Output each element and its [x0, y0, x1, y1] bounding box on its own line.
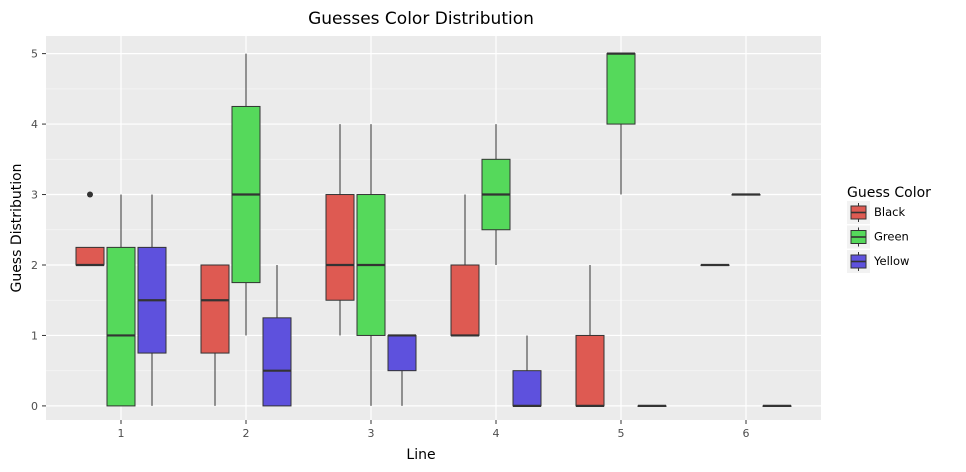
chart-title: Guesses Color Distribution [308, 9, 534, 29]
box-green-line-2 [231, 53, 261, 336]
box-black-line-1 [75, 191, 105, 267]
legend-key-green: Green [847, 225, 909, 249]
box-yellow-line-4 [512, 335, 542, 408]
y-tick-label: 5 [31, 48, 38, 61]
y-tick-label: 2 [31, 259, 38, 272]
y-axis-title: Guess Distribution [9, 163, 25, 292]
y-axis: 0 1 2 3 4 5 [31, 48, 46, 413]
box-black-line-5 [575, 264, 605, 408]
box-yellow-line-5 [637, 404, 667, 408]
y-tick-label: 0 [31, 400, 38, 413]
legend-label-green: Green [874, 230, 909, 244]
x-tick-label: 4 [493, 427, 500, 440]
box-yellow-line-6 [762, 404, 792, 408]
box-body [325, 194, 355, 301]
box-body [262, 317, 292, 407]
y-tick-label: 4 [31, 118, 38, 131]
box-yellow-line-3 [387, 334, 417, 406]
legend-label-yellow: Yellow [873, 254, 909, 268]
x-axis: 1 2 3 4 5 6 [118, 420, 750, 440]
box-body [575, 334, 605, 407]
box-black-line-2 [200, 264, 230, 406]
outlier-point [87, 191, 93, 198]
minor-gridlines [46, 88, 821, 372]
x-axis-title: Line [406, 447, 435, 463]
box-body [512, 370, 542, 407]
plot-panel [46, 36, 821, 420]
box-yellow-line-2 [262, 264, 292, 407]
x-tick-label: 6 [743, 427, 750, 440]
y-tick-label: 3 [31, 189, 38, 202]
box-green-line-3 [356, 124, 386, 406]
box-marks [75, 52, 792, 408]
box-green-line-6 [731, 193, 761, 196]
box-black-line-3 [325, 124, 355, 336]
legend-label-black: Black [874, 205, 905, 219]
box-body [106, 246, 136, 407]
box-yellow-line-1 [137, 194, 167, 406]
x-tick-label: 5 [618, 427, 625, 440]
x-tick-label: 1 [118, 427, 125, 440]
box-black-line-6 [700, 263, 730, 267]
box-green-line-1 [106, 194, 136, 407]
x-tick-label: 2 [243, 427, 250, 440]
box-body [450, 264, 480, 336]
box-body [75, 246, 105, 266]
legend-key-yellow: Yellow [847, 250, 909, 273]
x-tick-label: 3 [368, 427, 375, 440]
box-body [387, 334, 417, 372]
box-body [606, 53, 636, 125]
legend-title: Guess Color [847, 185, 931, 201]
y-tick-label: 1 [31, 329, 38, 342]
legend: Guess Color Black Green Yellow [847, 185, 931, 273]
box-black-line-4 [450, 194, 480, 337]
legend-key-black: Black [847, 201, 905, 224]
box-body [200, 264, 230, 354]
box-green-line-4 [481, 124, 511, 265]
box-green-line-5 [606, 52, 636, 195]
